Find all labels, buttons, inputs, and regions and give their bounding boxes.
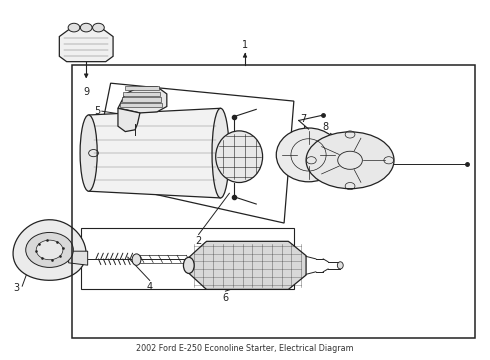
Polygon shape <box>118 87 167 113</box>
Ellipse shape <box>276 128 341 182</box>
Ellipse shape <box>132 254 141 265</box>
Polygon shape <box>89 108 220 198</box>
Text: 4: 4 <box>147 282 153 292</box>
Text: 1: 1 <box>242 40 248 50</box>
Polygon shape <box>118 108 140 132</box>
Ellipse shape <box>337 262 343 269</box>
Circle shape <box>93 23 104 32</box>
Circle shape <box>68 23 80 32</box>
Text: 9: 9 <box>83 87 89 97</box>
Circle shape <box>36 240 63 260</box>
Polygon shape <box>122 97 161 102</box>
Ellipse shape <box>80 115 97 191</box>
Ellipse shape <box>306 132 394 189</box>
Ellipse shape <box>183 257 194 273</box>
Ellipse shape <box>216 131 263 183</box>
Polygon shape <box>59 28 113 62</box>
Circle shape <box>80 23 92 32</box>
Text: 2002 Ford E-250 Econoline Starter, Electrical Diagram: 2002 Ford E-250 Econoline Starter, Elect… <box>136 344 354 353</box>
Text: 5: 5 <box>95 106 101 116</box>
Polygon shape <box>189 241 306 289</box>
Text: 2: 2 <box>196 235 202 246</box>
Bar <box>72 65 475 338</box>
Ellipse shape <box>212 108 229 198</box>
Polygon shape <box>121 103 162 107</box>
Polygon shape <box>13 220 86 280</box>
Text: 8: 8 <box>322 122 329 132</box>
Polygon shape <box>125 86 159 90</box>
Text: 7: 7 <box>300 114 307 125</box>
Polygon shape <box>69 251 88 265</box>
Text: 3: 3 <box>13 283 20 293</box>
Circle shape <box>26 233 74 267</box>
Text: 6: 6 <box>222 293 228 303</box>
Polygon shape <box>123 92 160 96</box>
